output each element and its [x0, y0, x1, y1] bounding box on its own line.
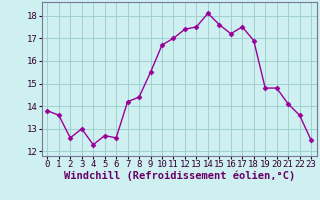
X-axis label: Windchill (Refroidissement éolien,°C): Windchill (Refroidissement éolien,°C) — [64, 171, 295, 181]
